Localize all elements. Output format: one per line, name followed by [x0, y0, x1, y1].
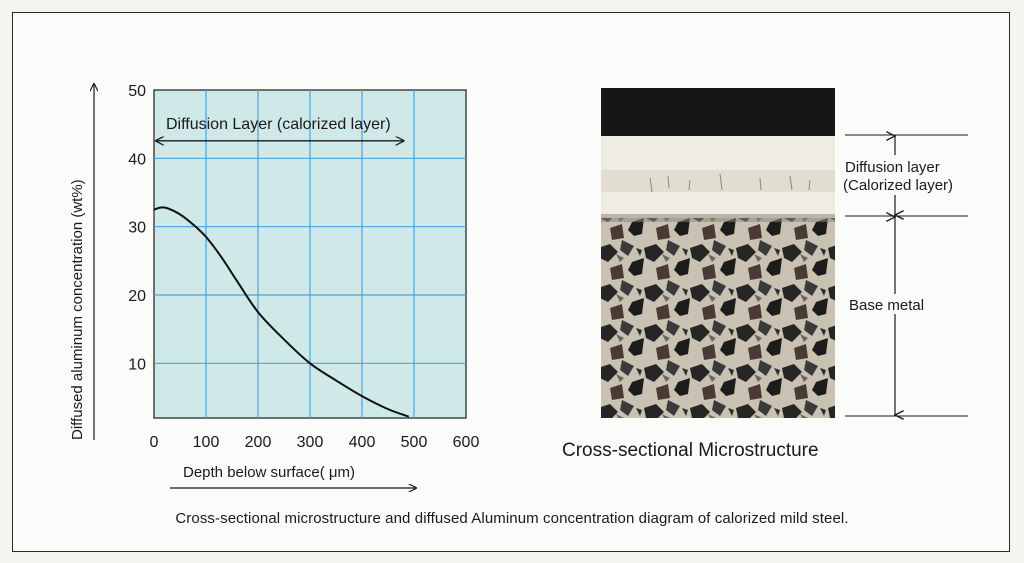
x-tick-label: 200: [245, 434, 272, 451]
micrograph-title: Cross-sectional Microstructure: [562, 440, 819, 461]
x-axis-label: Depth below surface( μm): [183, 464, 355, 481]
x-tick-label: 0: [150, 434, 159, 451]
figure-caption: Cross-sectional microstructure and diffu…: [175, 510, 849, 527]
y-tick-label: 50: [128, 83, 146, 100]
x-tick-label: 600: [453, 434, 480, 451]
y-tick-label: 20: [128, 288, 146, 305]
y-tick-labels: 10 20 30 40 50: [128, 83, 146, 373]
x-tick-label: 300: [297, 434, 324, 451]
micrograph-image: [601, 88, 835, 418]
x-tick-label: 400: [349, 434, 376, 451]
x-tick-labels: 0 100 200 300 400 500 600: [150, 434, 480, 451]
y-tick-label: 40: [128, 151, 146, 168]
calorized-layer-label: (Calorized layer): [843, 177, 953, 194]
concentration-curve: [153, 206, 410, 418]
y-tick-label: 10: [128, 356, 146, 373]
y-tick-label: 30: [128, 220, 146, 237]
y-axis-label: Diffused aluminum concentration (wt%): [69, 179, 86, 440]
x-tick-label: 500: [401, 434, 428, 451]
diffusion-layer-label: Diffusion layer: [845, 159, 940, 176]
x-tick-label: 100: [193, 434, 220, 451]
diffusion-layer-annotation: Diffusion Layer (calorized layer): [166, 116, 391, 133]
base-metal-label: Base metal: [849, 297, 924, 314]
